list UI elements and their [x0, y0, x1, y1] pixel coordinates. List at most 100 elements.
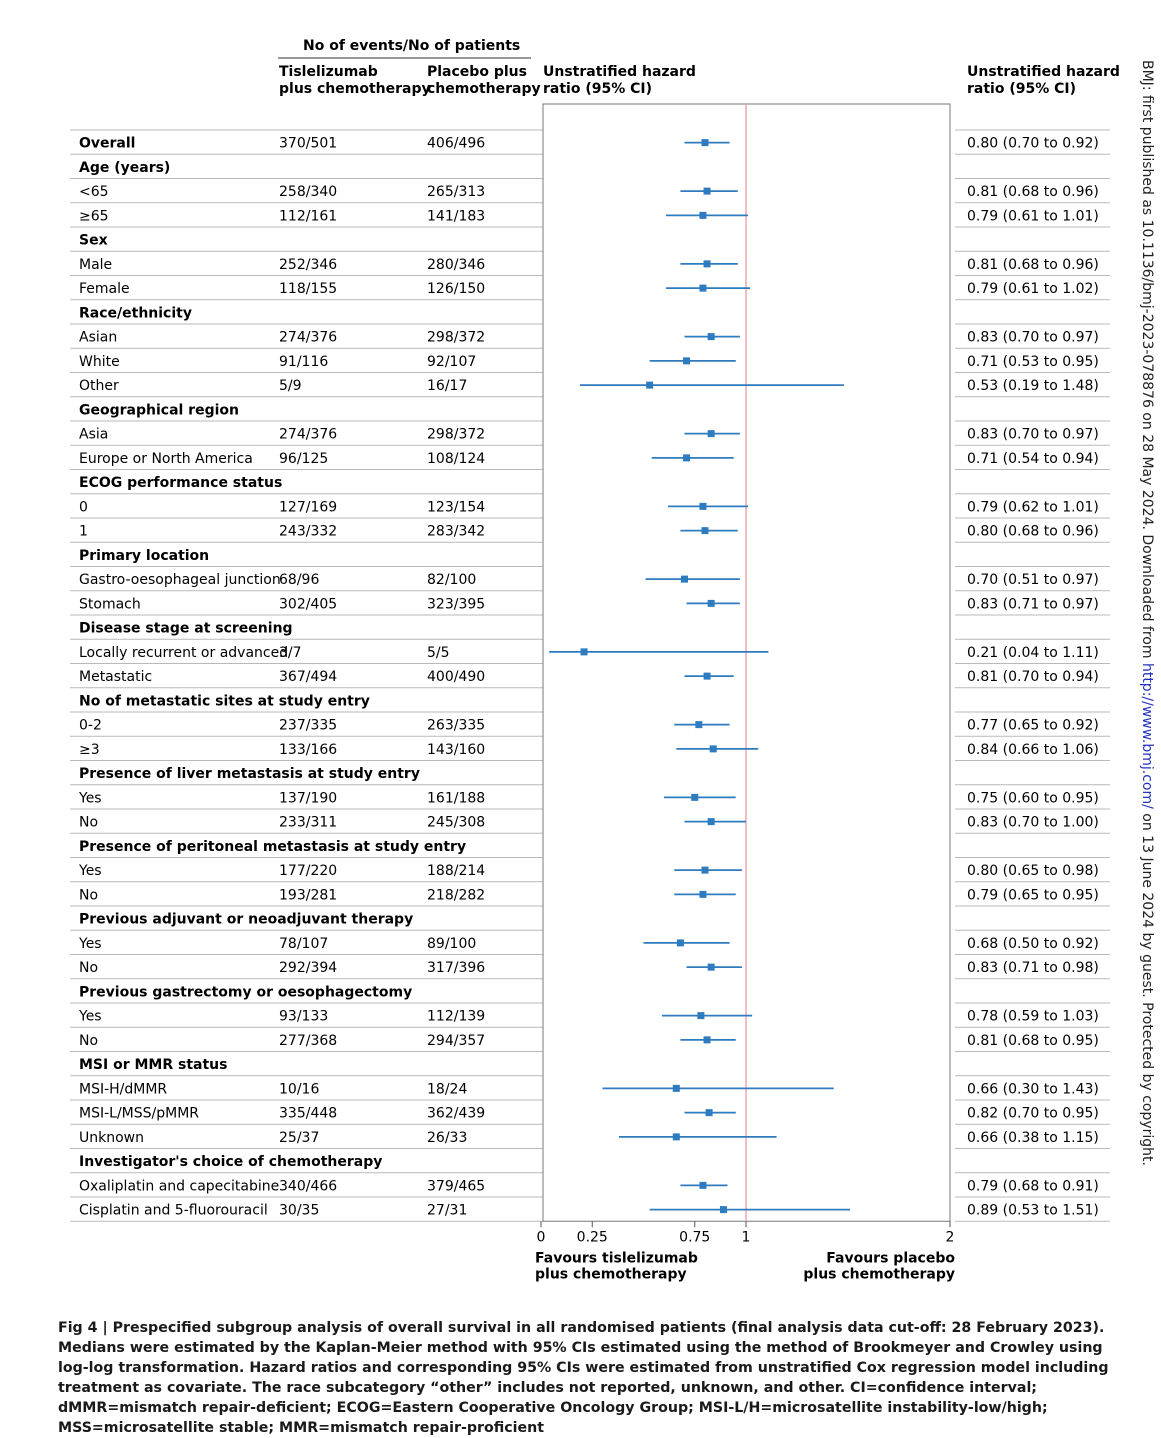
- hr-text: 0.83 (0.71 to 0.97): [967, 596, 1099, 612]
- placebo-events: 82/100: [427, 572, 476, 588]
- hr-text: 0.78 (0.59 to 1.03): [967, 1009, 1099, 1025]
- side-note: BMJ: first published as 10.1136/bmj-2023…: [1133, 60, 1157, 1340]
- placebo-events: 283/342: [427, 524, 485, 540]
- subgroup-label: Cisplatin and 5-fluorouracil: [79, 1203, 268, 1219]
- tisle-events: 302/405: [279, 596, 337, 612]
- side-note-prefix: BMJ: first published as 10.1136/bmj-2023…: [1139, 60, 1155, 663]
- x-tick-label: 0.25: [577, 1229, 608, 1245]
- tisle-events: 10/16: [279, 1081, 319, 1097]
- placebo-events: 16/17: [427, 378, 467, 394]
- events-group-header: No of events/No of patients: [303, 38, 520, 54]
- subgroup-label: Yes: [78, 863, 102, 879]
- tisle-events: 367/494: [279, 669, 337, 685]
- subgroup-label: ≥65: [79, 208, 109, 224]
- tisle-events: 118/155: [279, 281, 337, 297]
- subgroup-label: Locally recurrent or advanced: [79, 645, 288, 661]
- subgroup-label: 0-2: [79, 718, 102, 734]
- subgroup-label: No: [79, 1033, 98, 1049]
- placebo-events: 141/183: [427, 208, 485, 224]
- placebo-header-1: Placebo plus: [427, 64, 527, 80]
- placebo-events: 5/5: [427, 645, 450, 661]
- tisle-events: 277/368: [279, 1033, 337, 1049]
- placebo-events: 188/214: [427, 863, 485, 879]
- subgroup-label: Male: [79, 257, 112, 273]
- placebo-events: 263/335: [427, 718, 485, 734]
- hr-text: 0.79 (0.61 to 1.01): [967, 208, 1099, 224]
- caption-body: Prespecified subgroup analysis of overal…: [58, 1320, 1109, 1436]
- tisle-events: 30/35: [279, 1203, 319, 1219]
- tisle-events: 3/7: [279, 645, 302, 661]
- group-label: Age (years): [79, 160, 170, 176]
- placebo-events: 406/496: [427, 136, 485, 152]
- subgroup-label: <65: [79, 184, 109, 200]
- subgroup-label: Europe or North America: [79, 451, 253, 467]
- subgroup-label: Asia: [79, 427, 108, 443]
- subgroup-label: Yes: [78, 1009, 102, 1025]
- tisle-events: 133/166: [279, 742, 337, 758]
- group-label: MSI or MMR status: [79, 1057, 227, 1073]
- tisle-events: 237/335: [279, 718, 337, 734]
- hr-marker: [683, 454, 691, 462]
- placebo-events: 280/346: [427, 257, 485, 273]
- placebo-events: 112/139: [427, 1009, 485, 1025]
- hr-marker: [707, 963, 715, 971]
- subgroup-label: Asian: [79, 330, 117, 346]
- hr-text: 0.81 (0.68 to 0.96): [967, 257, 1099, 273]
- hr-marker: [709, 745, 717, 753]
- hr-marker: [699, 284, 707, 292]
- subgroup-label: Yes: [78, 790, 102, 806]
- favours-right-label-2: plus chemotherapy: [803, 1266, 955, 1282]
- tisle-events: 93/133: [279, 1009, 328, 1025]
- subgroup-label: Gastro-oesophageal junction: [79, 572, 281, 588]
- group-label: ECOG performance status: [79, 475, 282, 491]
- placebo-events: 362/439: [427, 1106, 485, 1122]
- hr-text: 0.70 (0.51 to 0.97): [967, 572, 1099, 588]
- placebo-events: 400/490: [427, 669, 485, 685]
- side-note-suffix: on 13 June 2024 by guest. Protected by c…: [1139, 808, 1155, 1166]
- x-tick-label: 1: [742, 1229, 751, 1245]
- table-rows: Overall 370/501 406/496 0.80 (0.70 to 0.92)…: [70, 129, 1110, 1222]
- subgroup-label: White: [79, 354, 120, 370]
- subgroup-label: MSI-L/MSS/pMMR: [79, 1106, 199, 1122]
- placebo-events: 245/308: [427, 815, 485, 831]
- tisle-events: 112/161: [279, 208, 337, 224]
- subgroup-label: Metastatic: [79, 669, 152, 685]
- subgroup-label: 1: [79, 524, 88, 540]
- side-note-link[interactable]: http://www.bmj.com/: [1139, 662, 1155, 809]
- group-label: Overall: [79, 136, 135, 152]
- x-tick-label: 2: [946, 1229, 955, 1245]
- group-label: No of metastatic sites at study entry: [79, 693, 370, 709]
- hr-marker: [699, 1181, 707, 1189]
- placebo-events: 161/188: [427, 790, 485, 806]
- hr-marker: [701, 866, 709, 874]
- placebo-events: 26/33: [427, 1130, 467, 1146]
- hr-text: 0.82 (0.70 to 0.95): [967, 1106, 1099, 1122]
- favours-right-label-1: Favours placebo: [826, 1250, 955, 1266]
- hr-text: 0.83 (0.71 to 0.98): [967, 960, 1099, 976]
- placebo-events: 294/357: [427, 1033, 485, 1049]
- tisle-events: 370/501: [279, 136, 337, 152]
- hr-text-header-2: ratio (95% CI): [967, 81, 1076, 97]
- tisle-events: 340/466: [279, 1178, 337, 1194]
- placebo-events: 298/372: [427, 427, 485, 443]
- group-label: Presence of peritoneal metastasis at stu…: [79, 839, 466, 855]
- hr-marker: [697, 1012, 705, 1020]
- tisle-events: 177/220: [279, 863, 337, 879]
- x-tick-label: 0: [537, 1229, 546, 1245]
- tisle-events: 25/37: [279, 1130, 319, 1146]
- group-label: Primary location: [79, 548, 209, 564]
- tisle-events: 258/340: [279, 184, 337, 200]
- hr-marker: [703, 187, 711, 195]
- tisle-events: 274/376: [279, 330, 337, 346]
- placebo-events: 298/372: [427, 330, 485, 346]
- group-label: Investigator's choice of chemotherapy: [79, 1154, 382, 1170]
- hr-text: 0.68 (0.50 to 0.92): [967, 936, 1099, 952]
- hr-text: 0.79 (0.68 to 0.91): [967, 1178, 1099, 1194]
- placebo-events: 379/465: [427, 1178, 485, 1194]
- hr-marker: [695, 721, 703, 729]
- hr-text: 0.81 (0.68 to 0.96): [967, 184, 1099, 200]
- placebo-events: 143/160: [427, 742, 485, 758]
- tisle-events: 243/332: [279, 524, 337, 540]
- hr-plot-header-1: Unstratified hazard: [543, 64, 696, 80]
- placebo-events: 27/31: [427, 1203, 467, 1219]
